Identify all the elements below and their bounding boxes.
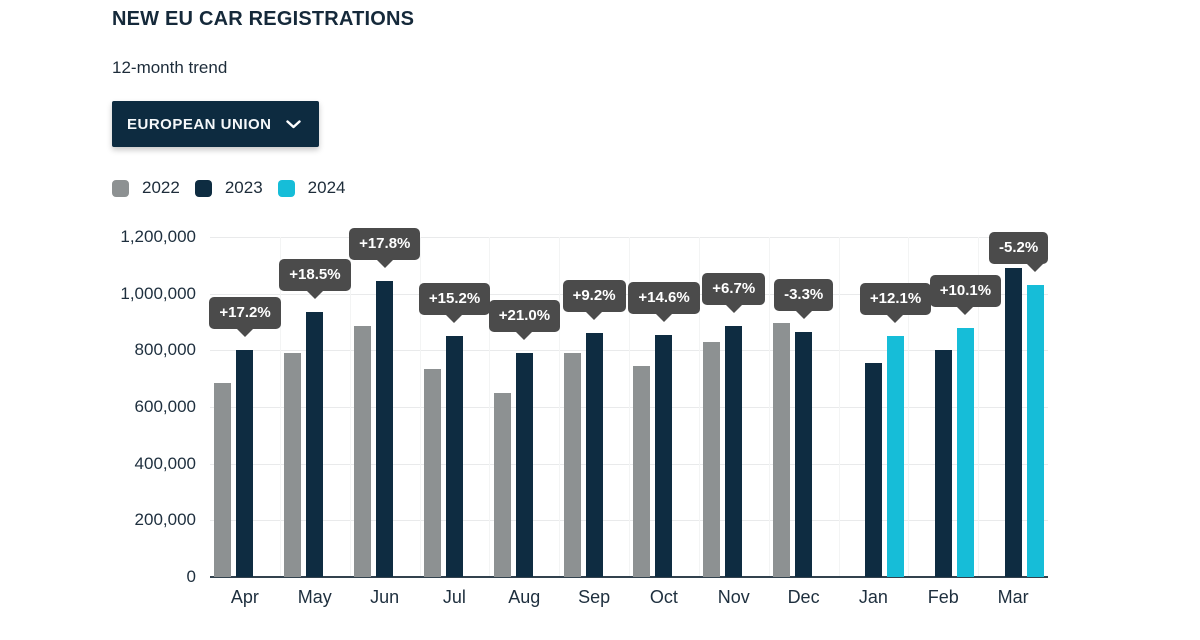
tooltip-pointer [236, 329, 253, 338]
bar-2024-feb[interactable] [956, 327, 974, 577]
y-axis-label: 0 [186, 567, 196, 586]
y-axis-label: 400,000 [134, 453, 196, 473]
bar-2022-may[interactable] [284, 353, 302, 577]
x-axis-label-feb: Feb [927, 587, 959, 607]
x-axis-label-nov: Nov [717, 587, 750, 607]
legend-item-2022: 2022 [112, 178, 180, 198]
bar-2023-oct[interactable] [655, 334, 673, 577]
pct-tooltip-sep: +9.2% [562, 280, 626, 313]
tooltip-pointer [887, 315, 904, 324]
x-axis-label-sep: Sep [578, 587, 611, 607]
tooltip-pointer [516, 332, 533, 341]
bar-2024-jan[interactable] [886, 336, 904, 577]
pct-tooltip-nov: +6.7% [702, 273, 766, 306]
region-dropdown-label: EUROPEAN UNION [127, 115, 272, 133]
x-axis-label-dec: Dec [787, 587, 820, 607]
y-axis-label: 600,000 [134, 397, 196, 416]
bar-2022-aug[interactable] [493, 392, 511, 577]
x-axis-label-oct: Oct [649, 587, 678, 607]
bar-2023-aug[interactable] [515, 353, 533, 577]
tooltip-pointer [446, 315, 463, 324]
legend-swatch-2024 [277, 179, 295, 197]
bar-2023-feb[interactable] [934, 350, 952, 577]
x-axis-label-jun: Jun [370, 587, 400, 607]
pct-tooltip-apr: +17.2% [209, 297, 281, 330]
pct-tooltip-jun: +17.8% [349, 227, 421, 260]
pct-tooltip-mar: -5.2% [989, 232, 1049, 265]
tooltip-pointer [376, 259, 393, 268]
bar-2023-mar[interactable] [1004, 268, 1022, 577]
tooltip-pointer [1027, 264, 1044, 273]
pct-tooltip-feb: +10.1% [929, 274, 1002, 307]
legend-swatch-2022 [112, 179, 129, 197]
bar-2024-mar[interactable] [1026, 285, 1044, 577]
y-axis-label: 1,000,000 [120, 283, 196, 303]
y-axis-label: 1,200,000 [120, 227, 196, 246]
gridline [698, 237, 700, 577]
bar-2022-apr[interactable] [214, 382, 232, 577]
x-axis-label-aug: Aug [508, 587, 541, 607]
bar-2023-dec[interactable] [795, 331, 813, 577]
bar-2022-dec[interactable] [773, 323, 791, 577]
pct-tooltip-may: +18.5% [279, 259, 351, 292]
bar-2022-jun[interactable] [354, 326, 372, 577]
gridline [838, 237, 840, 577]
x-axis-label-jan: Jan [858, 587, 888, 607]
legend-item-2024: 2024 [277, 178, 346, 198]
gridline [489, 237, 491, 577]
bar-2023-jan[interactable] [864, 363, 882, 577]
bar-2023-apr[interactable] [236, 350, 254, 577]
legend-item-2023: 2023 [194, 178, 263, 198]
pct-tooltip-oct: +14.6% [628, 281, 700, 314]
bar-2022-sep[interactable] [563, 353, 581, 577]
bar-2023-sep[interactable] [585, 333, 603, 577]
page-title: NEW EU CAR REGISTRATIONS [112, 8, 415, 30]
gridline [279, 237, 281, 577]
pct-tooltip-jan: +12.1% [859, 283, 932, 316]
gridline [349, 237, 351, 577]
x-axis-label-mar: Mar [997, 587, 1029, 607]
bar-2023-jul[interactable] [445, 336, 463, 577]
gridline [978, 237, 980, 577]
bar-2022-nov[interactable] [703, 341, 721, 577]
gridline [419, 237, 421, 577]
pct-tooltip-dec: -3.3% [774, 278, 834, 311]
bar-chart: 0 200,000 400,000 600,000 800,000 1,000,000 1,… [112, 227, 1112, 630]
gridline [629, 237, 630, 577]
gridline [908, 237, 910, 577]
legend-label: 2022 [142, 178, 180, 197]
legend-swatch-2023 [194, 179, 212, 197]
tooltip-pointer [795, 310, 812, 319]
tooltip-pointer [957, 306, 974, 315]
tooltip-pointer [306, 291, 323, 300]
region-dropdown[interactable]: EUROPEAN UNION [112, 101, 319, 147]
y-axis-label: 800,000 [134, 340, 196, 360]
x-axis-line [210, 576, 1048, 578]
legend: 2022 2023 2024 [112, 178, 360, 198]
legend-label: 2023 [224, 178, 263, 197]
legend-label: 2024 [307, 178, 346, 197]
x-axis-label-jul: Jul [442, 587, 466, 607]
bar-2023-jun[interactable] [376, 280, 394, 577]
tooltip-pointer [655, 313, 672, 322]
tooltip-pointer [725, 305, 742, 314]
subtitle: 12-month trend [112, 58, 228, 77]
bar-2023-nov[interactable] [725, 326, 743, 577]
chevron-down-icon [285, 119, 301, 129]
x-axis-label-may: May [297, 587, 332, 607]
pct-tooltip-jul: +15.2% [418, 283, 491, 316]
pct-tooltip-aug: +21.0% [488, 300, 561, 333]
gridline [768, 237, 770, 577]
bar-2022-oct[interactable] [633, 365, 651, 577]
gridline [559, 237, 561, 577]
y-axis-label: 200,000 [134, 510, 196, 530]
bar-2023-may[interactable] [306, 312, 324, 577]
x-axis-label-apr: Apr [230, 587, 259, 607]
tooltip-pointer [586, 312, 603, 321]
bar-2022-jul[interactable] [423, 368, 441, 577]
